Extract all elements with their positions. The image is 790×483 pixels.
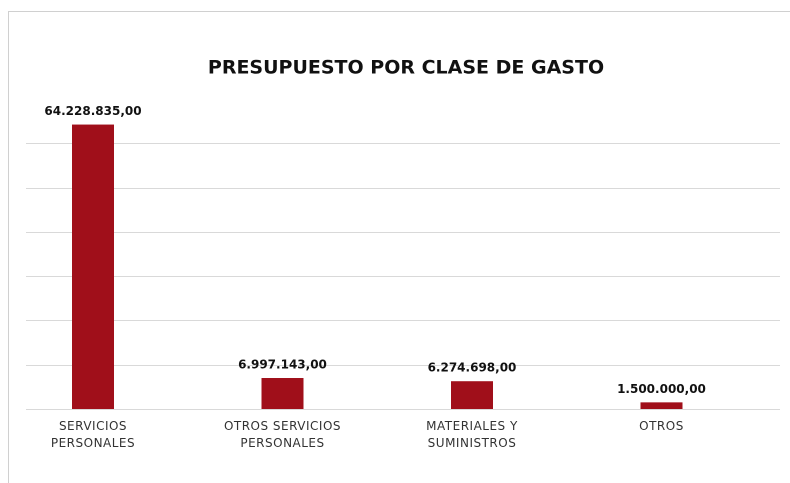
- x-tick-label: MATERIALES Y SUMINISTROS: [426, 419, 518, 450]
- x-tick-label: SERVICIOS PERSONALES: [50, 419, 136, 450]
- data-label: 1.500.000,00: [617, 382, 706, 396]
- bar: [261, 378, 304, 409]
- data-label: 64.228.835,00: [44, 104, 141, 118]
- bar: [72, 124, 114, 409]
- data-label: 6.274.698,00: [428, 361, 517, 375]
- x-tick-label: OTROS SERVICIOS PERSONALES: [223, 419, 342, 450]
- x-tick-label: OTROS: [639, 419, 684, 433]
- frame: [8, 11, 790, 483]
- bar: [451, 381, 493, 409]
- bar: [640, 402, 683, 409]
- chart-title: PRESUPUESTO POR CLASE DE GASTO: [208, 57, 604, 79]
- data-label: 6.997.143,00: [238, 358, 327, 372]
